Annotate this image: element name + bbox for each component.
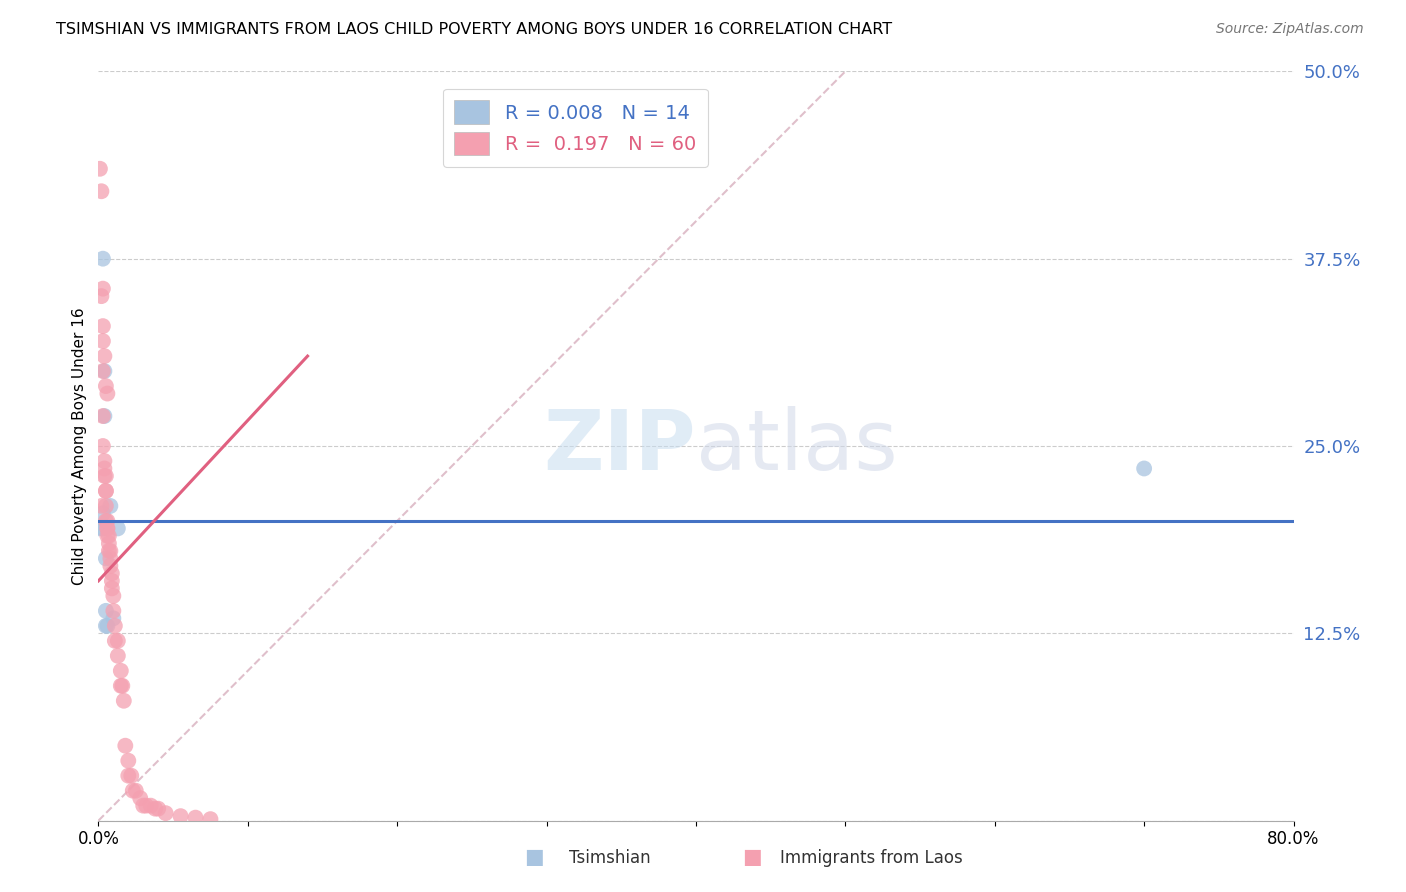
Point — [110, 664, 132, 678]
Text: atlas: atlas — [696, 406, 897, 486]
Point — [97, 529, 120, 543]
Point — [97, 544, 120, 558]
Point — [132, 798, 155, 813]
Point — [94, 551, 117, 566]
Point — [89, 521, 111, 535]
Point — [94, 604, 117, 618]
Point — [101, 566, 124, 581]
Point — [94, 483, 117, 498]
Point — [184, 811, 207, 825]
Point — [90, 289, 112, 303]
Point — [96, 619, 118, 633]
Point — [94, 499, 117, 513]
Point — [135, 798, 157, 813]
Point — [96, 521, 118, 535]
Point — [94, 379, 117, 393]
Point — [104, 619, 127, 633]
Point — [90, 184, 112, 198]
Point — [125, 783, 148, 797]
Point — [107, 648, 129, 663]
Point — [112, 694, 135, 708]
Point — [98, 499, 122, 513]
Legend: R = 0.008   N = 14, R =  0.197   N = 60: R = 0.008 N = 14, R = 0.197 N = 60 — [443, 88, 707, 167]
Point — [91, 252, 114, 266]
Point — [101, 582, 124, 596]
Point — [91, 507, 114, 521]
Point — [93, 349, 115, 363]
Point — [98, 551, 122, 566]
Point — [93, 469, 115, 483]
Point — [96, 521, 118, 535]
Point — [117, 754, 139, 768]
Point — [104, 633, 127, 648]
Point — [93, 409, 115, 423]
Point — [96, 529, 118, 543]
Point — [148, 802, 170, 816]
Point — [101, 574, 124, 588]
Point — [200, 812, 222, 826]
Text: ■: ■ — [524, 847, 544, 867]
Point — [96, 514, 118, 528]
Point — [91, 334, 114, 348]
Point — [143, 802, 166, 816]
Point — [94, 514, 117, 528]
Point — [139, 798, 162, 813]
Point — [93, 364, 115, 378]
Text: Tsimshian: Tsimshian — [569, 849, 651, 867]
Point — [103, 604, 125, 618]
Point — [94, 469, 117, 483]
Point — [129, 791, 152, 805]
Point — [120, 769, 142, 783]
Point — [93, 461, 115, 475]
Text: ZIP: ZIP — [544, 406, 696, 486]
Point — [111, 679, 134, 693]
Point — [91, 319, 114, 334]
Point — [97, 536, 120, 550]
Point — [110, 679, 132, 693]
Point — [103, 611, 125, 625]
Point — [94, 483, 117, 498]
Point — [91, 364, 114, 378]
Point — [91, 282, 114, 296]
Point — [91, 521, 114, 535]
Point — [98, 544, 122, 558]
Point — [103, 589, 125, 603]
Point — [117, 769, 139, 783]
Point — [155, 806, 177, 821]
Point — [91, 439, 114, 453]
Point — [93, 454, 115, 468]
Point — [107, 633, 129, 648]
Point — [114, 739, 136, 753]
Text: ■: ■ — [742, 847, 762, 867]
Text: Immigrants from Laos: Immigrants from Laos — [780, 849, 963, 867]
Text: Source: ZipAtlas.com: Source: ZipAtlas.com — [1216, 22, 1364, 37]
Point — [1133, 461, 1156, 475]
Point — [107, 521, 129, 535]
Point — [96, 386, 118, 401]
Y-axis label: Child Poverty Among Boys Under 16: Child Poverty Among Boys Under 16 — [72, 307, 87, 585]
Point — [98, 558, 122, 573]
Point — [89, 161, 111, 176]
Point — [121, 783, 143, 797]
Point — [169, 809, 191, 823]
Point — [91, 409, 114, 423]
Text: TSIMSHIAN VS IMMIGRANTS FROM LAOS CHILD POVERTY AMONG BOYS UNDER 16 CORRELATION : TSIMSHIAN VS IMMIGRANTS FROM LAOS CHILD … — [56, 22, 893, 37]
Point — [94, 619, 117, 633]
Point — [90, 499, 112, 513]
